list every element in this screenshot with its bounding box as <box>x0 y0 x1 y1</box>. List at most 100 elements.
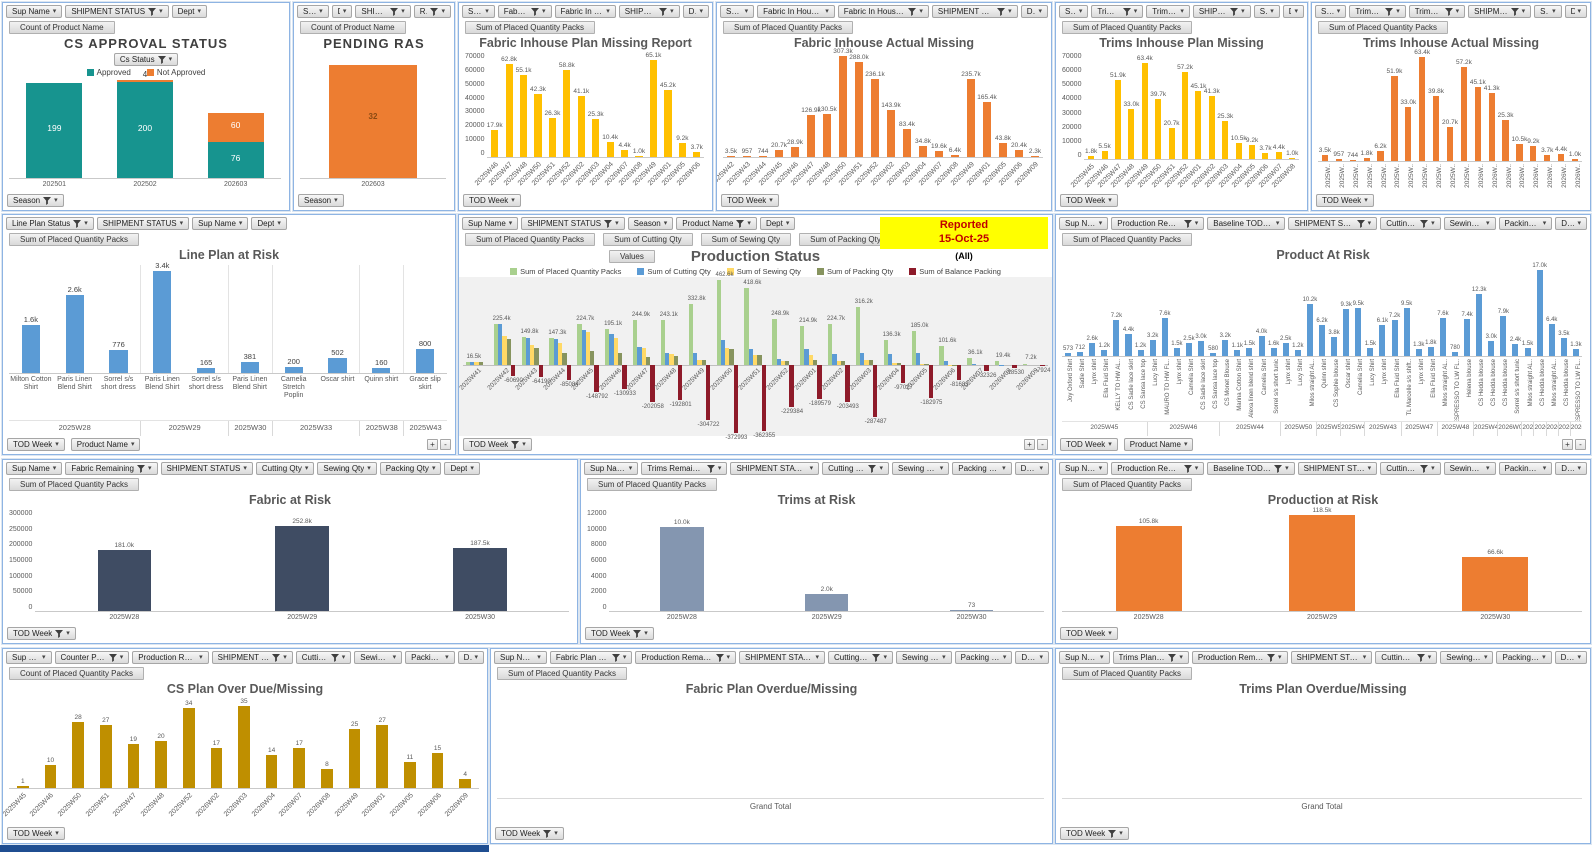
filter-production-remaining[interactable]: Production Remaining ▾ <box>635 651 737 664</box>
filter-s[interactable]: S...▾ <box>1534 5 1562 18</box>
filter-dept[interactable]: Dept▾ <box>1014 462 1050 475</box>
filter-cutting-qty[interactable]: Cutting Qty▾ <box>1380 217 1441 230</box>
filter-sewing-qty[interactable]: Sewing Qty▾ <box>892 462 950 475</box>
filter-trims-in[interactable]: Trims In...▾ <box>1408 5 1466 18</box>
filter-sewing-qty[interactable]: Sewing Qty▾ <box>1443 462 1496 475</box>
filter-fabric-in[interactable]: Fabric In... ▾ <box>497 5 552 18</box>
filter-sup-name[interactable]: Sup Name▾ <box>6 651 52 664</box>
filter-shipmen[interactable]: SHIPMEN... ▾ <box>1192 5 1251 18</box>
field-count-of-product-name[interactable]: Count of Product Name <box>9 21 115 34</box>
filter-sewing-qty[interactable]: Sewing Qty▾ <box>354 651 403 664</box>
filter-sewing-qty[interactable]: Sewing Qty▾ <box>896 651 952 664</box>
filter-season[interactable]: Season ▾ <box>627 217 674 230</box>
filter-shipment-status[interactable]: SHIPMENT STATUS▾ <box>1290 651 1373 664</box>
filter-sup-name[interactable]: Sup Name▾ <box>494 651 547 664</box>
filter-cs-status[interactable]: Cs Status ▾ <box>113 53 179 66</box>
filter-season[interactable]: Season ▾ <box>298 194 344 207</box>
filter-production-remaining[interactable]: Production Remaining ▾ <box>1111 217 1205 230</box>
filter-shipment-status[interactable]: SHIPMENT STATUS▾ <box>211 651 293 664</box>
filter-dept[interactable]: Dept▾ <box>759 217 796 230</box>
filter-tod-week[interactable]: TOD Week ▾ <box>7 827 65 840</box>
filter-s[interactable]: S...▾ <box>1253 5 1280 18</box>
filter-product-name[interactable]: Product Name ▾ <box>70 438 141 451</box>
filter-dept[interactable]: Dept▾ <box>1015 651 1049 664</box>
filter-sewing-qty[interactable]: Sewing Qty▾ <box>1440 651 1494 664</box>
field-sum-of-packing-qty[interactable]: Sum of Packing Qty <box>799 233 892 246</box>
field-sum-of-placed-quantity-packs[interactable]: Sum of Placed Quantity Packs <box>587 478 718 491</box>
filter-tod-week[interactable]: TOD Week ▾ <box>1060 627 1118 640</box>
filter-tod-week[interactable]: TOD Week ▾ <box>721 194 779 207</box>
filter-shipment-status[interactable]: SHIPMENT STATUS▾ <box>96 217 190 230</box>
collapse-button[interactable]: - <box>440 439 451 450</box>
filter-su[interactable]: Su...▾ <box>1059 5 1089 18</box>
filter-production-remaining[interactable]: Production Remaining ▾ <box>1111 462 1205 475</box>
filter-d[interactable]: D▾ <box>1282 5 1304 18</box>
filter-trims-plan-miss[interactable]: Trims Plan Miss ▾ <box>1112 651 1189 664</box>
filter-cutting-qty[interactable]: Cutting Qty▾ <box>295 651 352 664</box>
filter-cutting-qty[interactable]: Cutting Qty▾ <box>255 462 315 475</box>
sheet-scroll-strip[interactable] <box>0 845 489 852</box>
filter-shipment-status[interactable]: SHIPMENT STATUS▾ <box>739 651 826 664</box>
filter-sup-name[interactable]: Sup Name▾ <box>192 217 249 230</box>
filter-fabric-in-house-plan[interactable]: Fabric In House Plan▾ <box>757 5 835 18</box>
filter-trims-remaining[interactable]: Trims Remaining ▾ <box>641 462 728 475</box>
filter-sup[interactable]: Sup...▾ <box>297 5 329 18</box>
filter-dept[interactable]: Dept▾ <box>251 217 287 230</box>
filter-line-plan-status[interactable]: Line Plan Status ▾ <box>6 217 94 230</box>
filter-d[interactable]: D...▾ <box>457 651 485 664</box>
filter-tod-week[interactable]: TOD Week ▾ <box>7 627 76 640</box>
filter-sup[interactable]: Sup...▾ <box>720 5 755 18</box>
filter-d[interactable]: D...▾ <box>1020 5 1049 18</box>
filter-sup-name[interactable]: Sup Name▾ <box>462 217 519 230</box>
filter-shipment-status[interactable]: SHIPMENT STATUS▾ <box>730 462 820 475</box>
field-sum-of-sewing-qty[interactable]: Sum of Sewing Qty <box>700 233 792 246</box>
filter-packing-qty[interactable]: Packing Qty▾ <box>1496 651 1552 664</box>
field-sum-of-placed-quantity-packs[interactable]: Sum of Placed Quantity Packs <box>1062 233 1193 246</box>
filter-cutting-qty[interactable]: Cutting Qty▾ <box>1375 651 1438 664</box>
filter-dept[interactable]: Dept▾ <box>1555 217 1587 230</box>
filter-tod-week[interactable]: TOD Week ▾ <box>1060 827 1129 840</box>
filter-sup[interactable]: Sup...▾ <box>462 5 495 18</box>
filter-cutting-qty[interactable]: Cutting Qty▾ <box>822 462 889 475</box>
values-button[interactable]: Values <box>609 250 655 263</box>
filter-packing-qty[interactable]: Packing Qty▾ <box>1498 462 1553 475</box>
filter-shipment-status[interactable]: SHIPMENT STATUS▾ <box>1288 217 1378 230</box>
expand-button[interactable]: + <box>1024 439 1035 450</box>
filter-tod-week[interactable]: TOD Week ▾ <box>1060 438 1118 451</box>
filter-dept[interactable]: Dept▾ <box>1555 462 1587 475</box>
filter-shipment-status[interactable]: SHIPMENT STATUS▾ <box>521 217 625 230</box>
filter-packing-qty[interactable]: Packing Qty▾ <box>954 651 1013 664</box>
field-sum-of-placed-quantity-packs[interactable]: Sum of Placed Quantity Packs <box>465 21 596 34</box>
field-sum-of-placed-quantity-packs[interactable]: Sum of Placed Quantity Packs <box>1062 667 1193 680</box>
filter-tod-week[interactable]: TOD Week ▾ <box>495 827 564 840</box>
filter-season[interactable]: Season ▾ <box>7 194 64 207</box>
filter-shipment-status[interactable]: SHIPMENT STATUS▾ <box>160 462 253 475</box>
filter-dept[interactable]: Dept▾ <box>171 5 208 18</box>
field-sum-of-placed-quantity-packs[interactable]: Sum of Placed Quantity Packs <box>497 667 628 680</box>
field-sum-of-placed-quantity-packs[interactable]: Sum of Placed Quantity Packs <box>723 21 854 34</box>
filter-packing-qty[interactable]: Packing Qty▾ <box>405 651 455 664</box>
filter-production-remaining[interactable]: Production Remaining ▾ <box>1191 651 1288 664</box>
filter-fabric-remaining[interactable]: Fabric Remaining ▾ <box>65 462 158 475</box>
filter-dept[interactable]: Dept▾ <box>1554 651 1587 664</box>
filter-sup-name[interactable]: Sup Name▾ <box>584 462 639 475</box>
filter-d[interactable]: D...▾ <box>682 5 709 18</box>
expand-button[interactable]: + <box>1562 439 1573 450</box>
filter-fabric-in-house-actual[interactable]: Fabric In House Actual ▾ <box>837 5 929 18</box>
filter-sup-name[interactable]: Sup Name▾ <box>6 5 63 18</box>
field-sum-of-placed-quantity-packs[interactable]: Sum of Placed Quantity Packs <box>1318 21 1449 34</box>
field-sum-of-placed-quantity-packs[interactable]: Sum of Placed Quantity Packs <box>1062 21 1193 34</box>
filter-baseline-tod-week[interactable]: Baseline TOD Week▾ <box>1207 217 1286 230</box>
filter-packing-qty[interactable]: Packing Qty▾ <box>1498 217 1553 230</box>
filter-tod-week[interactable]: TOD Week ▾ <box>1060 194 1118 207</box>
filter-ra[interactable]: RA... ▾ <box>413 5 451 18</box>
filter-trims-in[interactable]: Trims In...▾ <box>1146 5 1190 18</box>
filter-fabric-plan-miss[interactable]: Fabric Plan Miss ▾ <box>549 651 633 664</box>
field-sum-of-placed-quantity-packs[interactable]: Sum of Placed Quantity Packs <box>1062 478 1193 491</box>
filter-fabric-in-hous[interactable]: Fabric In Hous...▾ <box>554 5 616 18</box>
filter-shipmen[interactable]: SHIPMEN... ▾ <box>355 5 411 18</box>
filter-dept[interactable]: Dept▾ <box>444 462 480 475</box>
field-sum-of-cutting-qty[interactable]: Sum of Cutting Qty <box>603 233 693 246</box>
filter-packing-qty[interactable]: Packing Qty▾ <box>952 462 1012 475</box>
filter-sup-name[interactable]: Sup Name▾ <box>1059 651 1110 664</box>
